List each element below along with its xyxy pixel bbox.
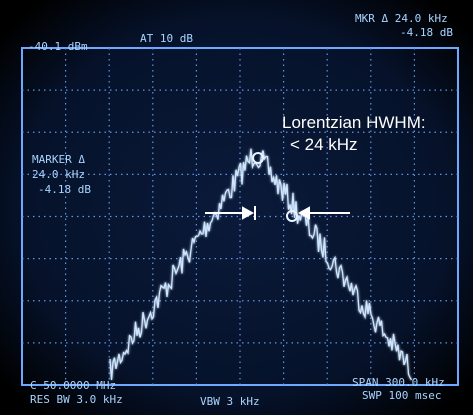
annotation-value: < 24 kHz xyxy=(290,135,358,154)
ref-level: -40.1 dBm xyxy=(28,40,88,53)
center-frequency: C 50.0000 MHz xyxy=(30,379,116,392)
annotation-title: Lorentzian HWHM: xyxy=(282,113,426,132)
marker-delta-level: -4.18 dB xyxy=(400,26,453,39)
marker-panel-level: -4.18 dB xyxy=(38,183,91,196)
resolution-bandwidth: RES BW 3.0 kHz xyxy=(30,393,123,406)
arrowhead xyxy=(242,206,255,220)
spectrum-trace xyxy=(109,148,413,381)
marker-delta-freq: MKR Δ 24.0 kHz xyxy=(355,12,448,25)
marker-reference xyxy=(252,152,264,164)
sweep-time: SWP 100 msec xyxy=(362,389,441,402)
arrowhead xyxy=(297,206,310,220)
marker-panel-frequency: 24.0 kHz xyxy=(32,168,85,181)
span: SPAN 300.0 kHz xyxy=(352,376,445,389)
hwhm-arrows xyxy=(205,206,350,220)
graticule xyxy=(22,48,458,385)
marker-panel-title: MARKER Δ xyxy=(32,153,85,166)
attenuation: AT 10 dB xyxy=(140,32,193,45)
video-bandwidth: VBW 3 kHz xyxy=(200,395,260,408)
marker-delta xyxy=(286,210,298,222)
